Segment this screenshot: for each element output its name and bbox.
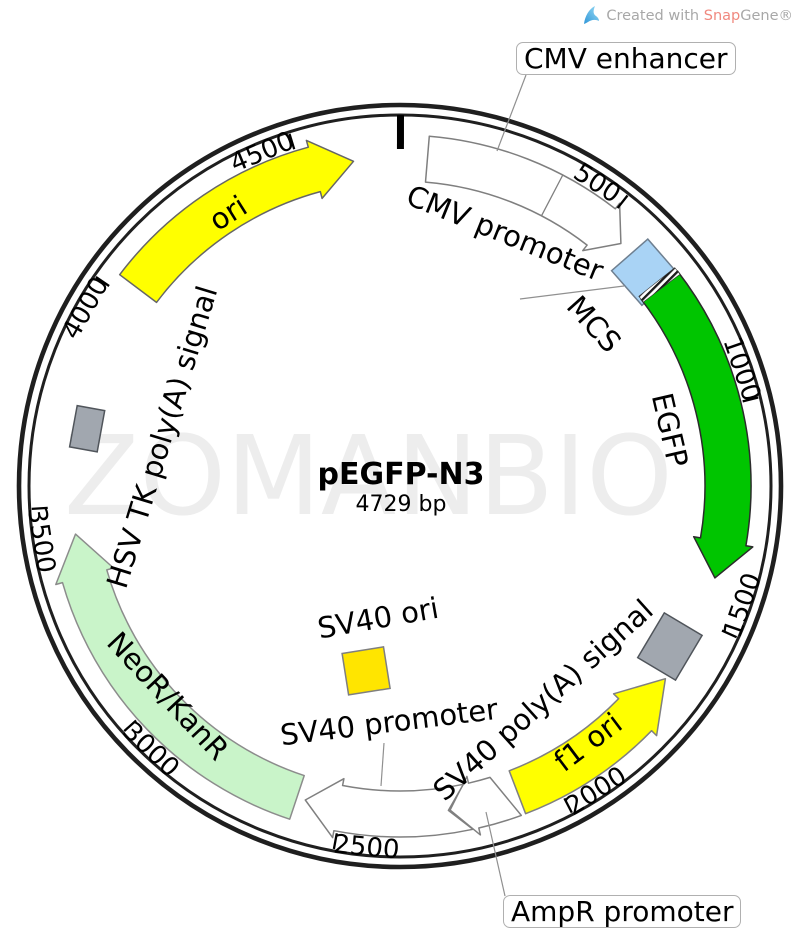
feature-label-egfp: EGFP <box>645 390 695 471</box>
cmv-enhancer-label: CMV enhancer <box>516 42 736 75</box>
tick-1000 <box>742 396 759 403</box>
tick-3000 <box>123 719 137 732</box>
tick-3500 <box>31 506 48 511</box>
backbone-outer-ring <box>16 102 784 870</box>
tick-500 <box>616 194 629 209</box>
credit-text: Created with SnapGene® <box>606 7 793 24</box>
feature-label-sv40-prom: SV40 promoter <box>278 692 500 752</box>
credit-bar: Created with SnapGene® <box>583 6 793 25</box>
credit-brand-snap: Snap <box>703 7 741 24</box>
feature-sv40-prom <box>304 777 474 839</box>
feature-cmv <box>424 135 622 252</box>
feature-mcs-hatch <box>638 267 681 303</box>
feature-neor <box>55 533 305 820</box>
callout-line-sv40-prom <box>380 742 385 787</box>
feature-label-sv40-ori: SV40 ori <box>315 591 441 646</box>
feature-ori <box>118 139 355 304</box>
feature-label-hsv-polya: HSV TK poly(A) signal <box>100 282 224 592</box>
credit-brand-gene: Gene® <box>740 7 793 24</box>
snapgene-logo-icon <box>584 6 600 24</box>
tick-4500 <box>288 133 296 150</box>
tick-label-2500: 2500 <box>332 830 401 866</box>
callout-line-mcs <box>519 285 625 300</box>
feature-cmv-divider <box>540 174 564 217</box>
feature-sv40-ori <box>341 646 391 696</box>
feature-sv40-polya <box>636 611 704 682</box>
feature-hsv-polya <box>68 404 106 453</box>
tick-2500 <box>332 833 338 850</box>
plasmid-size: 4729 bp <box>355 492 447 517</box>
feature-f1-ori <box>508 677 667 815</box>
tick-2000 <box>563 797 573 814</box>
tick-4000 <box>95 276 110 287</box>
callout-line-ampr-promoter <box>485 811 506 897</box>
plasmid-name: pEGFP-N3 <box>317 457 485 492</box>
ampr-promoter-label: AmpR promoter <box>503 895 742 928</box>
callout-line-cmv-enhancer <box>496 74 527 152</box>
feature-egfp <box>640 270 754 579</box>
feature-label-mcs: MCS <box>560 289 628 359</box>
tick-1500 <box>721 629 738 639</box>
